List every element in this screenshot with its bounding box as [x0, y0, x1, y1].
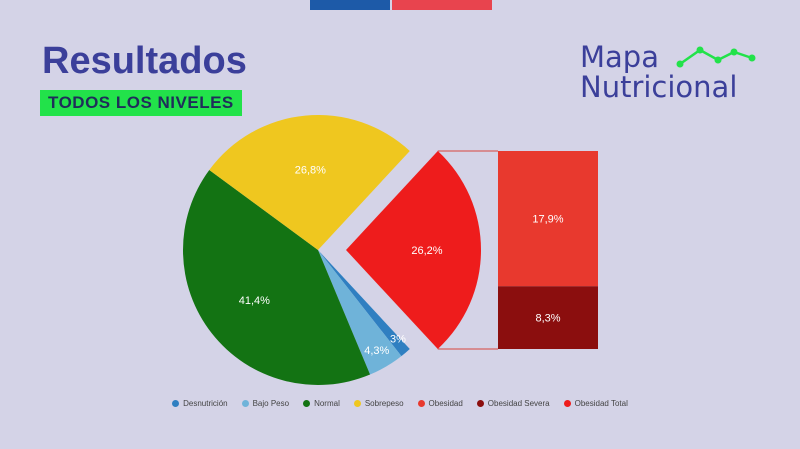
slice-label-normal: 41,4% [239, 295, 270, 307]
legend-item-sobrepeso: Sobrepeso [353, 399, 404, 408]
trend-line-icon [676, 46, 756, 68]
slice-label-bajo-peso: 4,3% [364, 345, 389, 357]
legend-label: Normal [314, 399, 340, 408]
breakdown-label-obesidad-severa: 8,3% [535, 313, 560, 325]
legend-swatch [241, 400, 249, 407]
logo-line2: Nutricional [580, 70, 738, 104]
slice-label-sobrepeso: 26,8% [295, 164, 326, 176]
legend-item-obesidad-severa: Obesidad Severa [476, 399, 550, 408]
breakdown-bar-obesidad-severa [498, 286, 598, 349]
legend-label: Obesidad [428, 399, 463, 408]
flag-stripe-blue [310, 0, 390, 10]
pie-slice-normal [183, 169, 371, 385]
legend-item-obesidad: Obesidad [417, 399, 463, 408]
legend-label: Bajo Peso [252, 399, 290, 408]
legend-label: Obesidad Total [574, 399, 628, 408]
legend-item-obesidad-total: Obesidad Total [563, 399, 628, 408]
legend-label: Obesidad Severa [487, 399, 550, 408]
legend-swatch [303, 400, 311, 407]
chart-legend: Desnutrición Bajo Peso Normal Sobrepeso Obes… [0, 399, 800, 408]
pie-slice-obesidad-total [346, 151, 482, 349]
pie-slice-bajo-peso [318, 250, 402, 375]
subtitle-badge: TODOS LOS NIVELES [40, 90, 242, 116]
pie-slice-desnutricion [318, 250, 410, 357]
mapa-nutricional-logo: Mapa Nutricional [580, 40, 756, 104]
legend-item-normal: Normal [303, 399, 340, 408]
flag-stripe-red [392, 0, 492, 10]
legend-swatch [563, 400, 571, 407]
legend-item-desnutricion: Desnutrición [172, 399, 228, 408]
legend-label: Desnutrición [183, 399, 228, 408]
legend-swatch [417, 400, 425, 407]
slice-label-obesidad-total: 26,2% [411, 245, 442, 257]
legend-label: Sobrepeso [364, 399, 404, 408]
pie-slice-sobrepeso [209, 115, 410, 251]
legend-swatch [476, 400, 484, 407]
breakdown-bar-obesidad [498, 151, 598, 287]
page-title: Resultados [42, 40, 247, 82]
legend-swatch [172, 400, 180, 407]
legend-swatch [353, 400, 361, 407]
breakdown-label-obesidad: 17,9% [532, 214, 563, 226]
legend-item-bajo-peso: Bajo Peso [241, 399, 290, 408]
logo-line1: Mapa [580, 40, 659, 74]
